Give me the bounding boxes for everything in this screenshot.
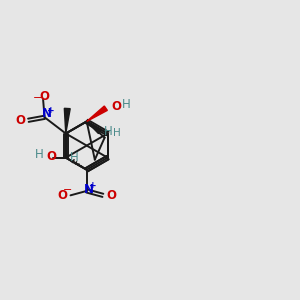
Text: O: O [40, 90, 50, 103]
Text: H: H [35, 148, 44, 161]
Text: +: + [89, 181, 97, 190]
Text: O: O [46, 150, 56, 163]
Text: H: H [104, 125, 113, 138]
Polygon shape [87, 122, 101, 134]
Text: O: O [111, 100, 121, 113]
Text: H: H [122, 98, 130, 111]
Text: −: − [33, 93, 43, 103]
Text: H: H [112, 128, 120, 138]
Text: N: N [42, 107, 52, 120]
Text: +: + [47, 106, 55, 115]
Text: H: H [70, 151, 78, 164]
Text: O: O [15, 114, 25, 127]
Polygon shape [87, 106, 107, 122]
Text: O: O [106, 189, 116, 202]
Text: N: N [84, 183, 94, 196]
Polygon shape [64, 108, 70, 134]
Text: O: O [57, 189, 67, 202]
Text: −: − [63, 185, 72, 195]
